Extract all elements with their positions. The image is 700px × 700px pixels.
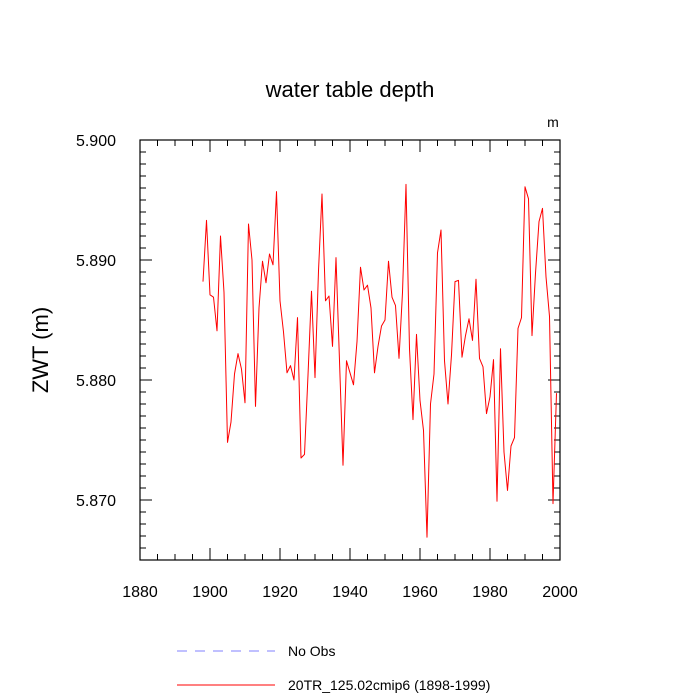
y-axis-label: ZWT (m): [28, 307, 53, 393]
legend-label-20tr: 20TR_125.02cmip6 (1898-1999): [288, 677, 490, 693]
series-line-1: [202, 183, 557, 538]
y-tick-label: 5.880: [76, 373, 116, 390]
x-tick-label: 1900: [192, 584, 228, 601]
y-axis-ticks: 5.870 5.880 5.890 5.900: [76, 133, 560, 561]
x-tick-label: 1960: [402, 584, 438, 601]
x-tick-label: 1880: [122, 584, 158, 601]
x-tick-label: 2000: [542, 584, 578, 601]
y-tick-label: 5.890: [76, 253, 116, 270]
legend-item-no-obs: No Obs: [177, 643, 335, 659]
legend: No Obs 20TR_125.02cmip6 (1898-1999): [177, 643, 490, 693]
x-tick-label: 1980: [472, 584, 508, 601]
legend-item-20tr: 20TR_125.02cmip6 (1898-1999): [177, 677, 490, 693]
y-tick-label: 5.900: [76, 133, 116, 150]
legend-label-no-obs: No Obs: [288, 643, 335, 659]
x-tick-label: 1920: [262, 584, 298, 601]
plot-series-group: [202, 183, 557, 538]
plot-frame: [139, 139, 561, 561]
units-label: m: [547, 114, 559, 130]
chart-title: water table depth: [265, 77, 435, 102]
x-axis-ticks: 1880 1900 1920 1940 1960 1980 2000: [122, 140, 578, 601]
x-tick-label: 1940: [332, 584, 368, 601]
y-tick-label: 5.870: [76, 493, 116, 510]
